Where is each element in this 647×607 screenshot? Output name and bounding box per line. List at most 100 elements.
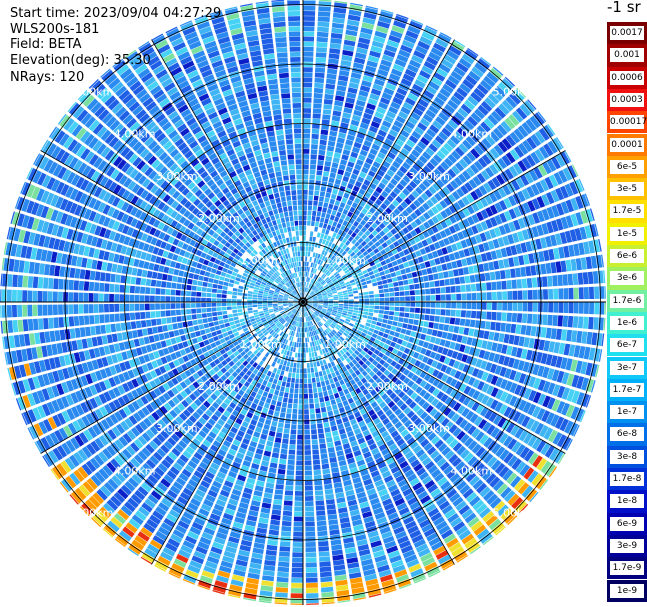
scan-cell xyxy=(323,336,328,342)
scan-cell xyxy=(481,562,496,575)
scan-cell xyxy=(290,588,303,594)
scan-cell xyxy=(367,340,374,346)
scan-cell xyxy=(449,368,457,377)
scan-cell xyxy=(568,302,574,314)
scan-cell xyxy=(192,279,198,286)
scan-cell xyxy=(323,303,329,305)
scan-cell xyxy=(22,304,28,317)
scan-cell xyxy=(223,550,236,559)
scan-cell xyxy=(548,302,554,313)
scan-cell xyxy=(305,552,317,558)
scan-cell xyxy=(402,323,408,329)
scan-cell xyxy=(540,460,552,474)
scan-cell xyxy=(305,516,315,522)
scan-cell xyxy=(282,515,292,522)
scan-cell xyxy=(368,363,375,370)
scan-cell xyxy=(37,304,43,316)
scan-cell xyxy=(254,485,264,492)
scan-cell xyxy=(303,307,305,312)
scan-cell xyxy=(280,370,285,376)
scan-cell xyxy=(396,338,403,345)
scan-cell xyxy=(335,397,342,404)
scan-cell xyxy=(505,422,516,434)
scan-cell xyxy=(448,424,458,434)
scan-cell xyxy=(158,265,165,273)
scan-cell xyxy=(540,442,551,456)
scan-cell xyxy=(234,280,240,285)
scan-cell xyxy=(68,304,74,315)
scan-cell xyxy=(68,316,75,327)
scan-cell xyxy=(493,500,506,513)
scan-cell xyxy=(517,482,530,495)
scan-cell xyxy=(305,562,317,568)
scan-cell xyxy=(192,319,198,326)
scan-cell xyxy=(94,314,100,324)
scan-cell xyxy=(317,306,323,308)
scan-cell xyxy=(506,312,512,322)
scan-cell xyxy=(317,530,328,537)
scan-cell xyxy=(296,321,299,327)
scan-cell xyxy=(240,408,248,416)
scan-cell xyxy=(346,557,359,564)
scan-cell xyxy=(101,335,108,345)
scan-cell xyxy=(266,381,272,388)
scan-cell xyxy=(215,453,225,462)
scan-cell xyxy=(360,469,369,477)
scan-cell xyxy=(374,339,381,345)
scan-cell xyxy=(270,425,277,432)
scan-cell xyxy=(7,274,13,287)
scan-cell xyxy=(294,506,303,512)
scan-cell xyxy=(317,305,323,307)
scan-cell xyxy=(139,295,145,302)
scan-cell xyxy=(7,399,17,414)
scan-cell xyxy=(160,522,173,532)
scan-cell xyxy=(545,354,553,366)
scan-cell xyxy=(532,455,543,468)
scan-cell xyxy=(332,336,337,342)
scan-cell xyxy=(316,350,321,356)
scan-cell xyxy=(100,324,106,334)
scan-cell xyxy=(470,520,483,532)
scan-cell xyxy=(175,592,190,603)
scan-cell xyxy=(247,305,253,308)
scan-cell xyxy=(262,379,268,386)
scan-cell xyxy=(252,294,258,298)
scan-cell xyxy=(416,467,426,477)
scan-cell xyxy=(358,366,365,373)
scan-cell xyxy=(340,433,348,440)
scan-cell xyxy=(486,373,494,384)
scan-cell xyxy=(362,511,373,519)
scan-cell xyxy=(328,519,339,526)
scan-cell xyxy=(341,314,347,318)
scan-cell xyxy=(155,311,161,318)
scan-cell xyxy=(290,346,294,352)
scan-cell xyxy=(54,265,61,277)
scan-cell xyxy=(288,367,293,373)
scan-cell xyxy=(160,288,166,295)
scan-cell xyxy=(342,400,349,407)
scan-cell xyxy=(282,344,287,350)
scan-cell xyxy=(304,450,311,455)
scan-cell xyxy=(186,314,192,321)
scan-cell xyxy=(0,353,3,367)
scan-cell xyxy=(325,335,330,340)
scan-cell xyxy=(144,295,150,302)
scan-cell xyxy=(238,549,250,557)
scan-cell xyxy=(294,331,297,337)
scan-cell xyxy=(370,401,378,409)
scan-cell xyxy=(348,332,355,338)
scan-cell xyxy=(235,417,243,425)
scan-cell xyxy=(153,264,160,272)
scan-cell xyxy=(99,282,105,292)
scan-cell xyxy=(547,397,556,410)
scan-cell xyxy=(329,315,335,320)
scan-cell xyxy=(262,570,275,577)
scan-cell xyxy=(455,461,466,472)
scan-cell xyxy=(288,330,292,335)
scan-cell xyxy=(603,317,606,331)
scan-cell xyxy=(481,394,490,405)
scan-cell xyxy=(206,307,212,313)
scan-cell xyxy=(81,524,95,538)
scan-cell xyxy=(422,356,429,364)
